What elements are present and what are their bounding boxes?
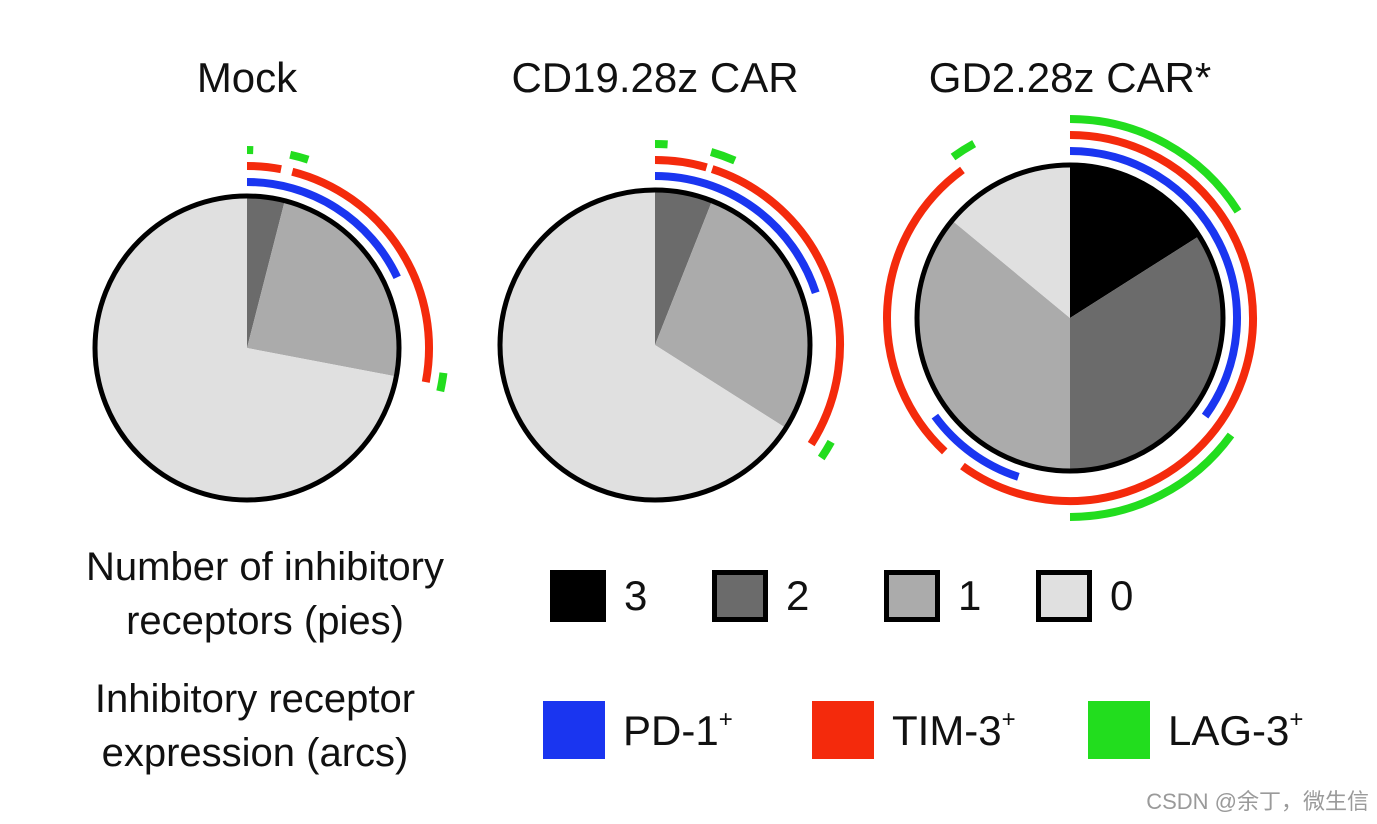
legend-swatch-1: [884, 570, 940, 622]
legend-label-0: 0: [1110, 572, 1134, 619]
pie-slice-3: [1070, 165, 1200, 318]
legend-item-tim3: TIM-3+: [812, 701, 1016, 759]
panel-title: Mock: [197, 54, 298, 101]
legend-item-1: 1: [884, 570, 981, 622]
legend-label-pd1: PD-1+: [623, 705, 733, 754]
pies-legend-heading-line-2: receptors (pies): [126, 599, 404, 643]
legend-item-lag3: LAG-3+: [1088, 701, 1303, 759]
pie-slice-2: [1070, 236, 1223, 471]
legend-item-0: 0: [1036, 570, 1133, 622]
arc-tim3: [291, 167, 433, 383]
arc-tim3: [883, 166, 965, 455]
pie-slice-1: [655, 200, 811, 429]
arc-tim3: [654, 156, 708, 172]
arc-pd1: [931, 413, 1020, 481]
arcs-legend-heading-line-1: Inhibitory receptor: [94, 677, 416, 721]
legend-swatch-0: [1036, 570, 1092, 622]
arc-lag3: [817, 439, 835, 461]
arc-lag3: [1069, 115, 1242, 214]
pie-slice-0: [95, 196, 397, 500]
pie-chart-area: Mock CD19.28z CAR GD2.28z CAR*: [92, 54, 1257, 521]
panel-title: CD19.28z CAR: [511, 54, 798, 101]
legend-label-2: 2: [786, 572, 810, 619]
pies-legend-heading: Number of inhibitory receptors (pies): [40, 540, 490, 648]
arc-lag3: [1069, 432, 1235, 521]
arc-tim3: [710, 165, 844, 447]
arc-pd1: [246, 178, 401, 280]
legend-item-pd1: PD-1+: [543, 701, 733, 759]
pies-legend-heading-line-1: Number of inhibitory: [86, 545, 444, 589]
pie-slice-1: [247, 200, 400, 377]
legend-swatch-2: [712, 570, 768, 622]
pie-slice-2: [247, 196, 285, 348]
arc-pd1: [1069, 147, 1242, 419]
legend-label-1: 1: [958, 572, 982, 619]
arc-lag3: [709, 148, 737, 165]
pie-panel-2: GD2.28z CAR*: [883, 54, 1257, 521]
pie-slice-0: [499, 190, 786, 500]
pie-outline: [497, 187, 813, 503]
legend-label-3: 3: [624, 572, 648, 619]
arc-pd1: [654, 172, 820, 295]
pie-outline: [92, 193, 402, 503]
arc-lag3: [289, 150, 310, 164]
arc-lag3: [950, 140, 977, 161]
pie-slice-2: [655, 190, 713, 345]
pie-panel-0: Mock: [92, 54, 448, 503]
legend-swatch-3: [550, 570, 606, 622]
panel-title: GD2.28z CAR*: [929, 54, 1211, 101]
pie-slice-1: [916, 220, 1070, 471]
legend-swatch-pd1: [543, 701, 605, 759]
pie-slice-0: [952, 164, 1070, 318]
arc-tim3: [960, 131, 1257, 505]
legend-label-lag3: LAG-3+: [1168, 705, 1304, 754]
pie-panel-1: CD19.28z CAR: [497, 54, 844, 503]
legend-item-2: 2: [712, 570, 809, 622]
legend-swatch-tim3: [812, 701, 874, 759]
legend-item-3: 3: [550, 570, 647, 622]
arcs-legend-heading-line-2: expression (arcs): [101, 731, 409, 775]
legend-label-tim3: TIM-3+: [892, 705, 1016, 754]
arc-lag3: [436, 372, 448, 393]
pie-outline: [914, 162, 1226, 474]
arcs-legend-heading: Inhibitory receptor expression (arcs): [30, 672, 480, 780]
watermark: CSDN @余丁，微生信: [1146, 789, 1369, 814]
arc-tim3: [246, 162, 282, 174]
legend-swatch-lag3: [1088, 701, 1150, 759]
